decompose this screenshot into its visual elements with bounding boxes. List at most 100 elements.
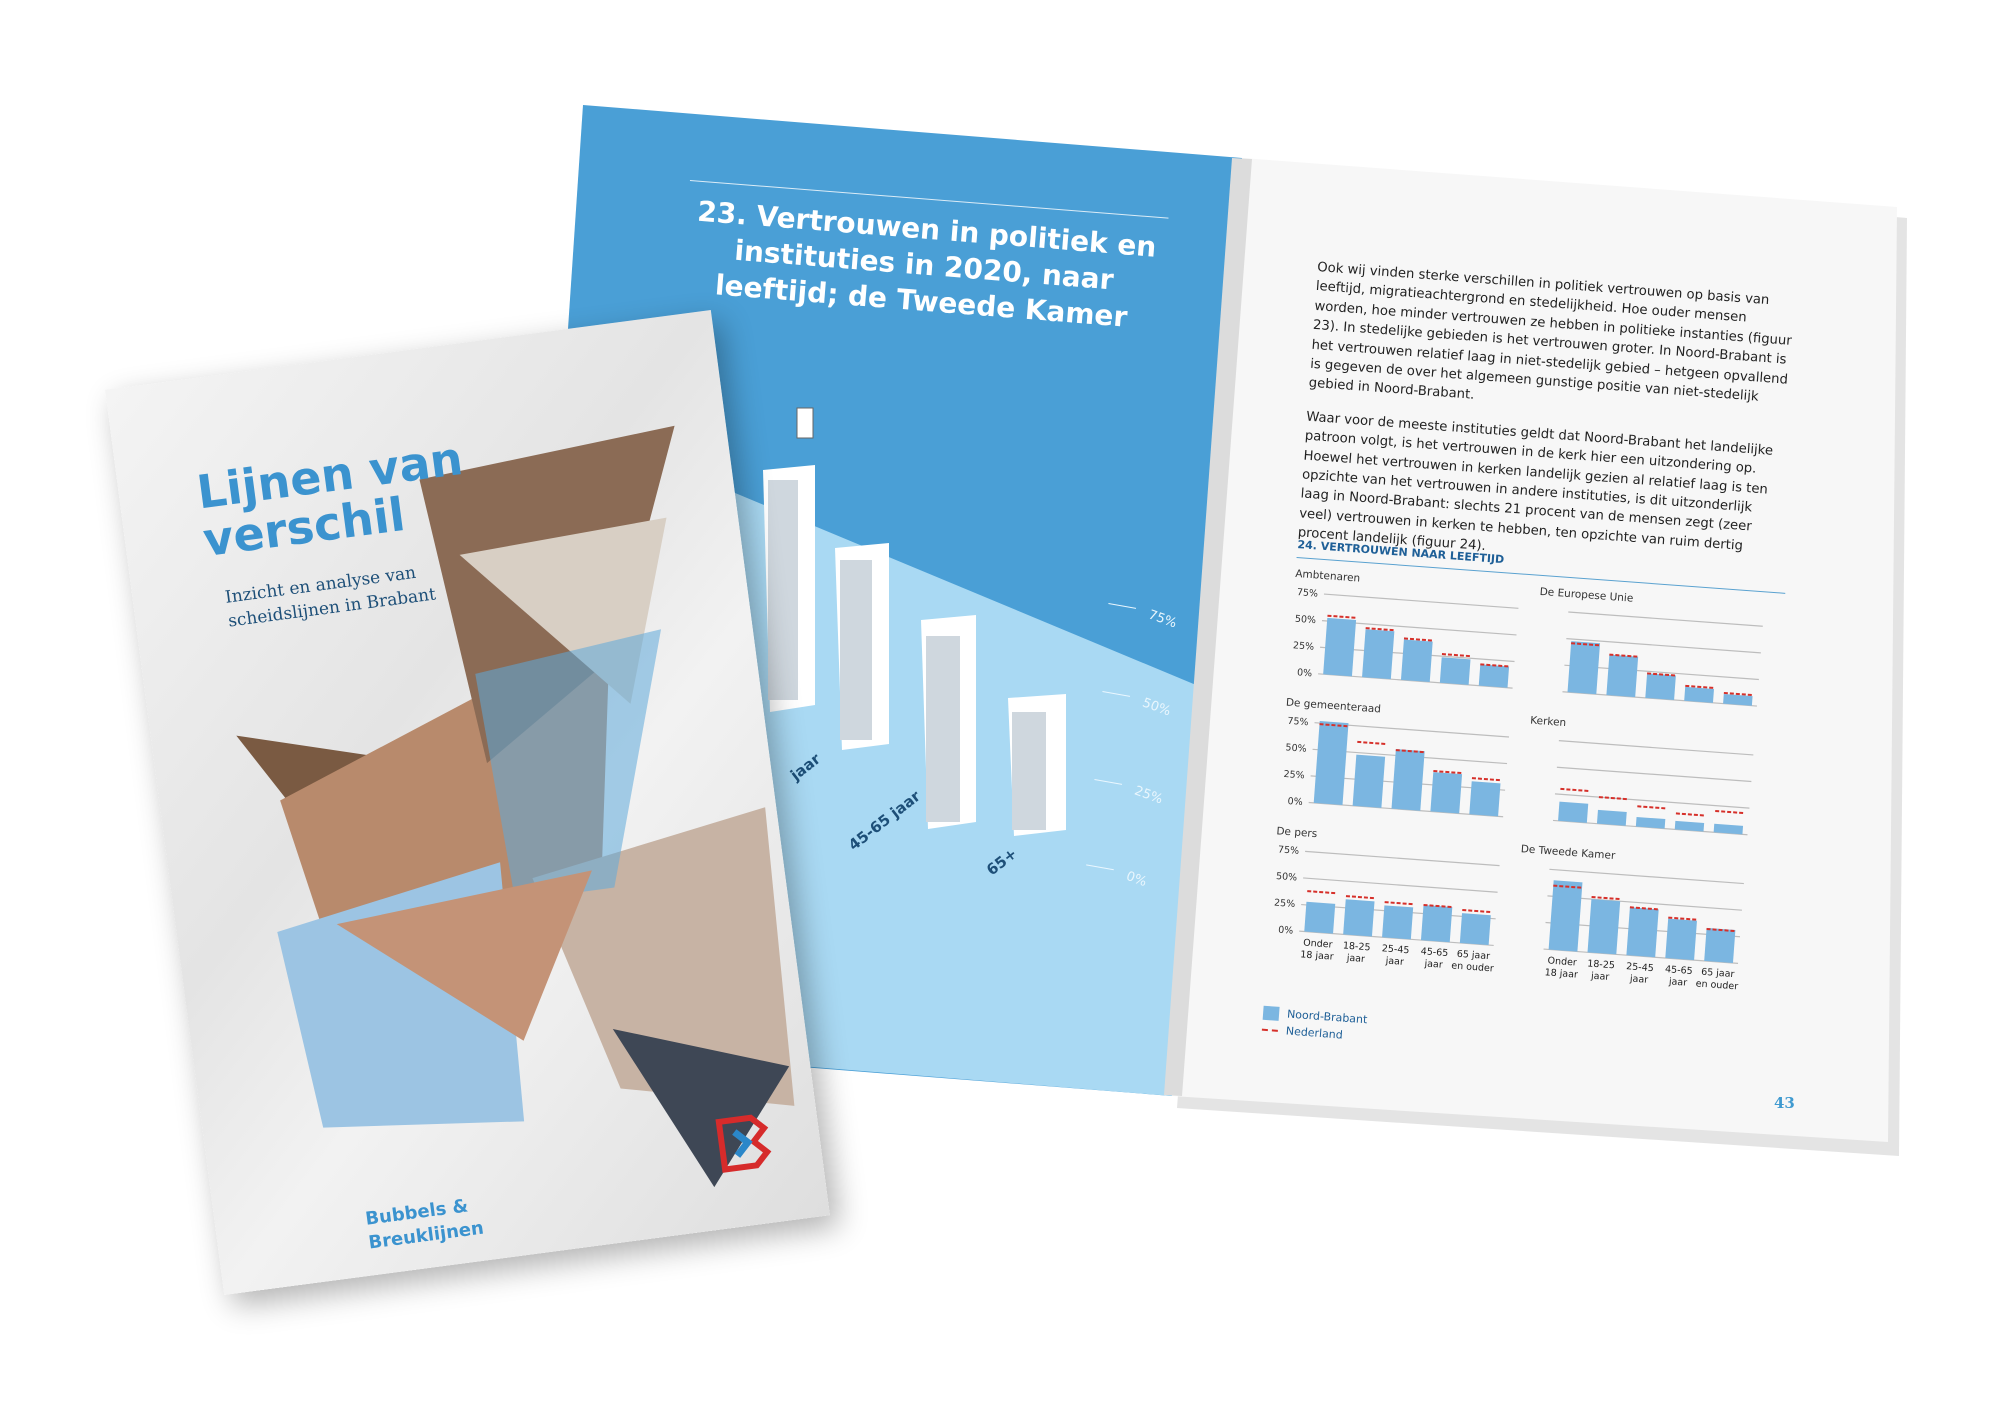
- gridline: [1549, 868, 1744, 885]
- chart-title: De pers: [1276, 825, 1318, 841]
- ballot-pillar: [763, 465, 815, 712]
- dash-nederland: [1609, 653, 1639, 658]
- cover-photo-collage: [236, 425, 795, 1188]
- logo-icon: [715, 1114, 772, 1173]
- bar-noord-brabant: [1478, 664, 1510, 688]
- bar-noord-brabant: [1548, 880, 1583, 952]
- bar-noord-brabant: [1645, 673, 1676, 700]
- dash-nederland: [1560, 787, 1590, 793]
- y-tick-label: 75%: [1287, 716, 1309, 729]
- bar-noord-brabant: [1313, 720, 1349, 805]
- dash-nederland: [1345, 895, 1375, 900]
- dash-nederland: [1675, 812, 1705, 817]
- dash-nederland: [1715, 809, 1745, 815]
- small-multiples-grid: Ambtenaren 75% 50% 25% 0% De Europese Unie De …: [1265, 568, 1785, 1026]
- dash-nederland: [1571, 642, 1600, 647]
- gridline: [1556, 766, 1752, 783]
- dash-nederland: [1307, 890, 1337, 895]
- dash-nederland: [1384, 901, 1414, 906]
- chart-title: Kerken: [1529, 714, 1567, 730]
- dash-nederland: [1395, 749, 1425, 754]
- x-tick-label: 18-25jaar: [1342, 940, 1371, 965]
- legend-label: Nederland: [1285, 1024, 1344, 1042]
- chart-de-europese-unie: De Europese Unie: [1531, 586, 1784, 729]
- dash-nederland: [1403, 637, 1433, 642]
- bar-noord-brabant: [1469, 781, 1501, 817]
- gridline: [1305, 850, 1500, 867]
- bar-noord-brabant: [1420, 904, 1453, 943]
- bar-noord-brabant: [1558, 801, 1589, 823]
- dash-nederland: [1647, 672, 1676, 677]
- x-tick-label: 45-65jaar: [1664, 964, 1693, 989]
- y-tick-label: 25%: [1283, 769, 1305, 782]
- dash-nederland: [1637, 805, 1667, 810]
- x-tick-label: 45-65jaar: [1419, 946, 1448, 971]
- dash-nederland: [1723, 691, 1753, 697]
- dash-nederland: [1357, 740, 1387, 746]
- chart-kerken: Kerken: [1522, 715, 1775, 858]
- brochure-cover: Lijnen van verschil Inzicht en analyse v…: [105, 310, 830, 1295]
- dash-nederland: [1591, 896, 1621, 901]
- gridline: [1566, 637, 1761, 654]
- legend-swatch-bar: [1262, 1005, 1280, 1021]
- y-tick-label: 25%: [1274, 898, 1296, 911]
- bar-noord-brabant: [1391, 749, 1425, 811]
- dash-nederland: [1598, 796, 1628, 801]
- ballot-box-pillars: [763, 407, 1066, 836]
- chart-de-tweede-kamer: De Tweede Kamer Onder18 jaar 18-25jaar 25-4…: [1509, 843, 1765, 1026]
- gridline: [1558, 740, 1754, 756]
- bar-noord-brabant: [1606, 654, 1639, 698]
- bar-noord-brabant: [1362, 629, 1395, 680]
- ballot-pillar: [921, 615, 976, 829]
- bar-noord-brabant: [1343, 899, 1375, 937]
- bar-noord-brabant: [1352, 754, 1386, 808]
- chart-plot: 75% 50% 25% 0% Onder18 jaar 18-25jaar 25-45jaa…: [1274, 844, 1500, 974]
- dash-nederland: [1365, 627, 1395, 632]
- photo-triangle-blue-overlay: [475, 629, 662, 901]
- dash-nederland: [1553, 884, 1583, 889]
- chart-plot: [1552, 740, 1754, 836]
- dash-nederland: [1668, 916, 1698, 921]
- bar-noord-brabant: [1596, 809, 1627, 826]
- y-tick-label: 75%: [1278, 844, 1300, 857]
- bar-noord-brabant: [1587, 899, 1621, 955]
- dash-nederland: [1441, 653, 1471, 658]
- x-tick-label: Onder18 jaar: [1544, 955, 1579, 980]
- bar-noord-brabant: [1626, 907, 1659, 958]
- y-tick-label: 50%: [1276, 871, 1298, 884]
- dash-nederland: [1327, 614, 1357, 619]
- dash-nederland: [1471, 777, 1501, 782]
- chart-plot: Onder18 jaar 18-25jaar 25-45jaar 45-65jaar6…: [1543, 868, 1744, 992]
- legend-swatch-dash: [1261, 1028, 1278, 1032]
- ballot-pillar: [835, 543, 889, 750]
- bar-noord-brabant: [1323, 617, 1357, 677]
- chart-de-pers: De pers 75% 50% 25% 0% Onder18 jaar 18-25jaar 2…: [1265, 825, 1521, 1008]
- chart-plot: 75% 50% 25% 0%: [1293, 587, 1519, 689]
- dash-nederland: [1319, 723, 1349, 728]
- y-tick-label: 50%: [1285, 742, 1307, 755]
- dash-nederland: [1629, 906, 1659, 911]
- gridline: [1568, 611, 1763, 627]
- dash-nederland: [1480, 663, 1510, 668]
- bar-noord-brabant: [1400, 639, 1433, 683]
- bar-noord-brabant: [1304, 901, 1336, 934]
- body-text: Ook wij vinden sterke verschillen in pol…: [1296, 258, 1797, 592]
- figure-24: 24. VERTROUWEN NAAR LEEFTIJD Ambtenaren 7…: [1261, 538, 1787, 1074]
- x-tick-label: 65 jaaren ouder: [1695, 966, 1739, 992]
- gridline: [1323, 593, 1519, 609]
- dash-nederland: [1433, 770, 1463, 775]
- bar-noord-brabant: [1684, 686, 1714, 703]
- chart-plot: 75% 50% 25% 0%: [1283, 716, 1510, 818]
- y-tick-label: 50%: [1295, 614, 1317, 627]
- bar-noord-brabant: [1567, 641, 1601, 695]
- x-tick-label: 18-25jaar: [1586, 958, 1615, 983]
- bar-noord-brabant: [1704, 927, 1736, 963]
- bar-noord-brabant: [1430, 772, 1463, 814]
- page-number: 43: [1774, 1094, 1795, 1112]
- chart-de-gemeenteraad: De gemeenteraad 75% 50% 25% 0%: [1277, 697, 1530, 840]
- bar-noord-brabant: [1635, 816, 1666, 829]
- x-tick-label: 25-45jaar: [1381, 943, 1410, 968]
- bar-noord-brabant: [1723, 694, 1753, 706]
- ballot-card: [796, 407, 814, 439]
- y-tick-label: 25%: [1293, 640, 1315, 653]
